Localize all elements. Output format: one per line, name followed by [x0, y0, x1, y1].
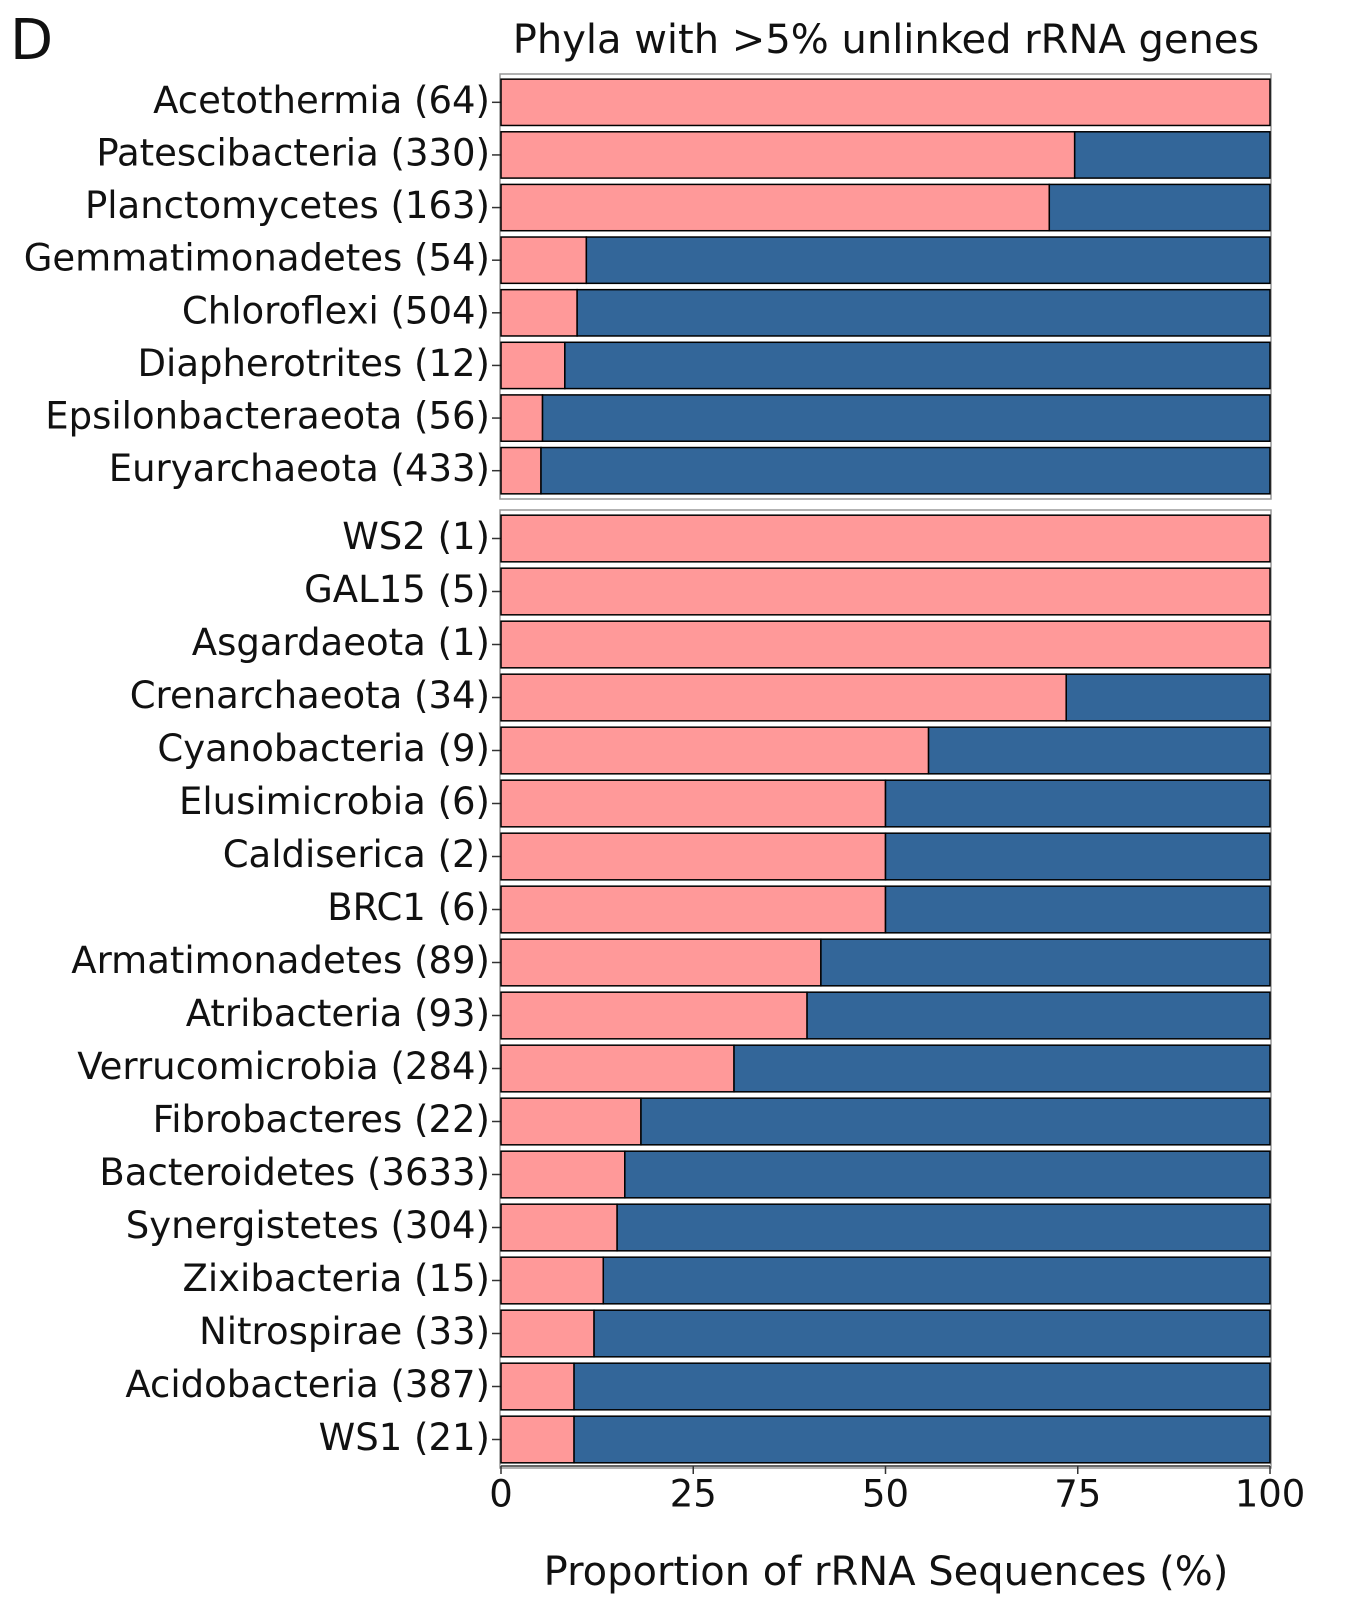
bar-segment: [640, 1097, 1271, 1146]
bar-segment: [573, 1362, 1271, 1411]
bar-segment: [500, 183, 1051, 232]
bar-segment: [541, 394, 1271, 442]
y-tick-label: Chloroflexi (504): [182, 289, 490, 332]
bar-segment: [500, 885, 887, 934]
bar-segment: [500, 832, 887, 881]
y-tick-label: Caldiserica (2): [223, 833, 490, 876]
bar-segment: [500, 1362, 575, 1411]
bar-segment: [593, 1309, 1271, 1358]
chart-title: Phyla with >5% unlinked rRNA genes: [513, 17, 1260, 63]
y-tick-label: WS2 (1): [342, 515, 490, 558]
bar-segment: [500, 288, 578, 337]
y-tick-label: Cyanobacteria (9): [157, 727, 490, 770]
bar-segment: [585, 236, 1271, 285]
panel-frame: [499, 73, 1272, 500]
bar-segment: [500, 131, 1076, 179]
bar-segment: [500, 673, 1067, 722]
y-tick-label: Gemmatimonadetes (54): [24, 237, 490, 280]
y-tick-label: Verrucomicrobia (284): [77, 1045, 490, 1088]
bar-segment: [1048, 183, 1271, 232]
bar-segment: [500, 726, 930, 775]
x-tick-label: 100: [1235, 1473, 1306, 1516]
bar-segment: [927, 726, 1271, 775]
y-tick-label: BRC1 (6): [327, 886, 490, 929]
bar-segment: [500, 620, 1271, 669]
bar-segment: [500, 1044, 735, 1093]
bar-segment: [500, 236, 588, 285]
bar-segment: [500, 446, 542, 495]
y-tick-label: Euryarchaeota (433): [109, 447, 490, 490]
bar-segment: [500, 1203, 618, 1252]
bar-segment: [500, 514, 1271, 563]
bar-segment: [573, 1415, 1271, 1464]
bar-segment: [884, 885, 1271, 934]
bar-segment: [820, 938, 1271, 987]
y-tick-label: Zixibacteria (15): [183, 1257, 490, 1300]
bar-segment: [884, 779, 1271, 828]
y-tick-label: WS1 (21): [319, 1416, 490, 1459]
panel-label: D: [10, 8, 53, 73]
bar-segment: [500, 1097, 642, 1146]
bar-segment: [564, 341, 1271, 390]
bar-segment: [500, 78, 1271, 127]
y-tick-label: Atribacteria (93): [186, 992, 490, 1035]
bar-segment: [500, 1150, 626, 1199]
x-tick-label: 0: [489, 1473, 513, 1516]
x-tick-label: 75: [1054, 1473, 1101, 1516]
bar-segment: [576, 288, 1271, 337]
y-tick-label: Armatimonadetes (89): [71, 939, 490, 982]
bar-segment: [500, 779, 887, 828]
y-tick-label: Bacteroidetes (3633): [99, 1151, 490, 1194]
y-tick-label: Synergistetes (304): [126, 1204, 490, 1247]
bar-segment: [500, 394, 544, 442]
bar-segment: [616, 1203, 1271, 1252]
y-tick-label: Elusimicrobia (6): [179, 780, 490, 823]
y-tick-label: Epsilonbacteraeota (56): [45, 395, 490, 438]
bar-segment: [733, 1044, 1271, 1093]
y-tick-label: Patescibacteria (330): [96, 131, 490, 174]
bar-segment: [806, 991, 1271, 1040]
bar-segment: [500, 1309, 595, 1358]
bar-segment: [500, 1415, 575, 1464]
bar-segment: [884, 832, 1271, 881]
y-tick-label: GAL15 (5): [304, 568, 490, 611]
bar-segment: [1065, 673, 1271, 722]
bar-segment: [1073, 131, 1271, 179]
bar-segment: [624, 1150, 1271, 1199]
y-tick-label: Nitrospirae (33): [199, 1310, 490, 1353]
x-axis-label: Proportion of rRNA Sequences (%): [544, 1549, 1229, 1595]
bar-segment: [540, 446, 1271, 495]
y-tick-label: Acetothermia (64): [153, 79, 490, 122]
y-tick-label: Crenarchaeota (34): [130, 674, 490, 717]
y-tick-label: Diapherotrites (12): [138, 342, 490, 385]
bar-segment: [500, 567, 1271, 616]
bar-segment: [602, 1256, 1271, 1305]
bar-segment: [500, 341, 566, 390]
y-tick-label: Planctomycetes (163): [85, 184, 490, 227]
x-tick-label: 25: [670, 1473, 717, 1516]
x-tick-label: 50: [862, 1473, 909, 1516]
bar-segment: [500, 938, 822, 987]
y-tick-label: Fibrobacteres (22): [153, 1098, 490, 1141]
y-tick-label: Asgardaeota (1): [192, 621, 490, 664]
bar-segment: [500, 991, 808, 1040]
y-tick-label: Acidobacteria (387): [125, 1363, 490, 1406]
bar-segment: [500, 1256, 605, 1305]
